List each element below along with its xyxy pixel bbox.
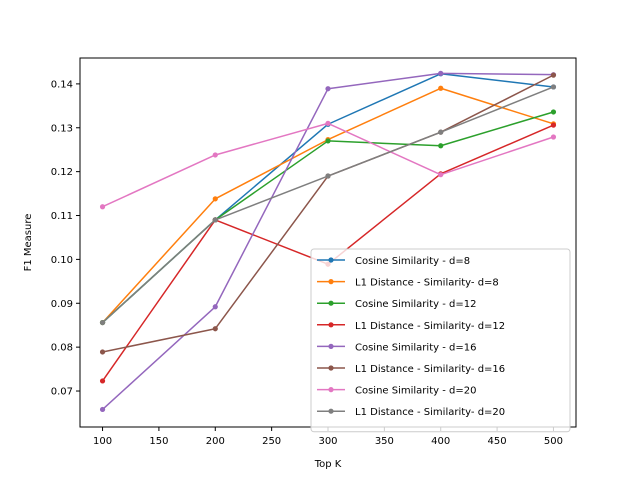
legend-entry: L1 Distance - Similarity- d=12	[317, 321, 505, 332]
x-tick-label: 400	[431, 436, 450, 447]
data-point	[325, 86, 331, 92]
data-point	[550, 134, 557, 140]
data-point	[325, 173, 331, 179]
data-point	[325, 120, 331, 126]
legend-label: L1 Distance - Similarity- d=16	[355, 364, 505, 375]
legend-marker-swatch	[328, 322, 334, 328]
x-tick-label: 350	[375, 436, 394, 447]
legend-entry: Cosine Similarity - d=8	[317, 256, 470, 267]
data-point	[438, 143, 444, 149]
x-axis: 100 150 200 250 300 350 400 450 500	[93, 427, 563, 447]
legend-entry: Cosine Similarity - d=16	[317, 342, 476, 353]
y-tick-label: 0.13	[51, 123, 73, 134]
series-8	[99, 84, 557, 326]
data-point	[325, 138, 331, 144]
data-point	[212, 196, 218, 202]
data-point	[212, 304, 218, 310]
legend: Cosine Similarity - d=8 L1 Distance - Sim…	[310, 248, 571, 433]
legend-entry: Cosine Similarity - d=12	[317, 299, 476, 310]
x-tick-label: 150	[149, 436, 168, 447]
data-point	[99, 349, 106, 355]
data-point	[438, 129, 444, 135]
legend-entry: L1 Distance - Similarity- d=16	[317, 364, 505, 375]
x-tick-label: 300	[318, 436, 337, 447]
data-point	[550, 122, 557, 128]
legend-label: Cosine Similarity - d=20	[355, 386, 476, 397]
data-point	[550, 72, 557, 78]
series-layer	[99, 70, 557, 413]
y-tick-label: 0.09	[51, 299, 73, 310]
data-point	[550, 109, 557, 115]
y-axis: 0.07 0.08 0.09 0.10 0.11 0.12 0.13 0.14	[51, 79, 80, 398]
y-tick-label: 0.14	[51, 79, 73, 90]
legend-marker-swatch	[328, 408, 334, 414]
legend-entry: Cosine Similarity - d=20	[317, 386, 476, 397]
legend-marker-swatch	[328, 279, 334, 285]
legend-entry: L1 Distance - Similarity- d=8	[317, 278, 499, 289]
data-point	[99, 378, 106, 384]
data-point	[99, 319, 106, 326]
x-tick-label: 100	[93, 436, 112, 447]
legend-marker-swatch	[328, 365, 334, 371]
data-point	[212, 217, 218, 223]
legend-marker-swatch	[328, 343, 334, 349]
data-point	[99, 204, 106, 210]
data-point	[212, 326, 218, 332]
y-tick-label: 0.08	[51, 343, 73, 354]
x-tick-label: 500	[544, 436, 563, 447]
legend-entry: L1 Distance - Similarity- d=20	[317, 407, 505, 418]
y-axis-label: F1 Measure	[23, 214, 34, 272]
data-point	[438, 85, 444, 91]
legend-marker-swatch	[328, 300, 334, 306]
legend-label: L1 Distance - Similarity- d=20	[355, 407, 505, 418]
legend-label: Cosine Similarity - d=16	[355, 342, 476, 353]
legend-label: L1 Distance - Similarity- d=8	[355, 278, 499, 289]
x-tick-label: 450	[488, 436, 507, 447]
data-point	[99, 406, 106, 413]
data-point	[550, 84, 557, 90]
y-tick-label: 0.12	[51, 167, 73, 178]
x-tick-label: 200	[206, 436, 225, 447]
data-point	[438, 70, 444, 76]
y-tick-label: 0.10	[51, 255, 73, 266]
legend-marker-swatch	[328, 387, 334, 393]
y-tick-label: 0.11	[51, 211, 73, 222]
data-point	[438, 172, 444, 178]
x-axis-label: Top K	[314, 459, 342, 470]
y-tick-label: 0.07	[51, 387, 73, 398]
legend-box	[310, 248, 571, 433]
legend-label: L1 Distance - Similarity- d=12	[355, 321, 505, 332]
data-point	[212, 152, 218, 158]
x-tick-label: 250	[262, 436, 281, 447]
legend-label: Cosine Similarity - d=8	[355, 256, 470, 267]
legend-label: Cosine Similarity - d=12	[355, 299, 476, 310]
legend-marker-swatch	[328, 257, 334, 263]
series-7	[99, 120, 557, 210]
